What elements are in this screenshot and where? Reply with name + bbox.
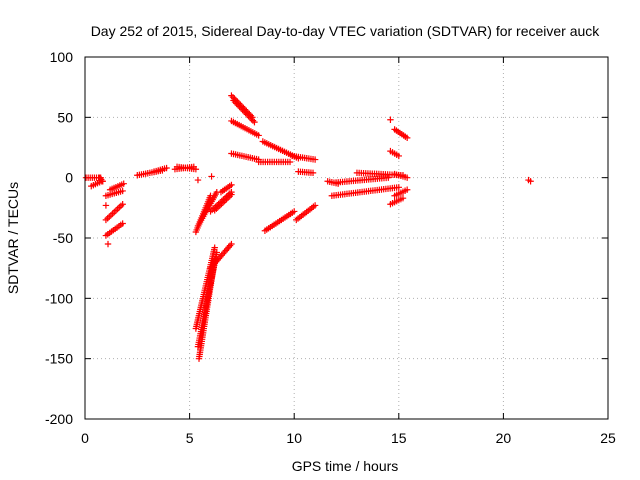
data-point <box>211 244 218 251</box>
data-point <box>120 180 127 187</box>
chart-title: Day 252 of 2015, Sidereal Day-to-day VTE… <box>91 23 601 39</box>
y-tick-label: -150 <box>45 351 73 367</box>
data-point <box>208 173 215 180</box>
x-axis-label: GPS time / hours <box>292 458 399 474</box>
data-point <box>311 202 319 209</box>
data-point <box>192 166 200 173</box>
x-tick-label: 10 <box>286 430 302 446</box>
data-point <box>163 164 170 172</box>
data-point <box>119 187 126 195</box>
data-point <box>104 240 112 248</box>
data-point <box>395 184 402 191</box>
data-point <box>403 174 411 181</box>
data-point <box>228 181 235 189</box>
data-point <box>194 176 202 184</box>
x-tick-label: 25 <box>600 430 616 446</box>
data-points <box>82 92 534 362</box>
data-point <box>399 194 407 202</box>
y-tick-label: 100 <box>50 49 74 65</box>
data-point <box>387 116 394 123</box>
y-tick-label: 0 <box>65 170 73 186</box>
data-point <box>213 249 220 256</box>
data-point <box>228 191 235 198</box>
grid-lines <box>85 57 608 419</box>
data-point <box>395 152 402 160</box>
y-tick-label: -100 <box>45 290 73 306</box>
x-tick-label: 20 <box>496 430 512 446</box>
y-tick-label: 50 <box>57 109 73 125</box>
x-tick-label: 15 <box>391 430 407 446</box>
data-point <box>99 178 106 185</box>
data-point <box>228 240 235 248</box>
data-point <box>119 220 126 227</box>
data-point <box>527 178 534 185</box>
data-point <box>403 186 411 193</box>
x-tick-labels: 0 5 10 15 20 25 <box>81 430 616 446</box>
y-axis-label: SDTVAR / TECUs <box>5 182 21 294</box>
data-point <box>311 156 319 163</box>
data-point <box>119 201 126 208</box>
data-point <box>251 118 258 126</box>
data-point <box>291 208 298 215</box>
y-tick-label: -50 <box>53 230 73 246</box>
data-point <box>309 169 317 177</box>
data-point <box>286 158 294 166</box>
y-tick-labels: -200 -150 -100 -50 0 50 100 <box>45 49 73 427</box>
data-point <box>255 132 262 139</box>
data-point <box>385 174 392 181</box>
y-tick-label: -200 <box>45 411 73 427</box>
x-tick-label: 0 <box>81 430 89 446</box>
data-point <box>403 134 411 142</box>
data-point <box>102 202 110 209</box>
x-tick-label: 5 <box>186 430 194 446</box>
plot-frame <box>84 56 609 420</box>
